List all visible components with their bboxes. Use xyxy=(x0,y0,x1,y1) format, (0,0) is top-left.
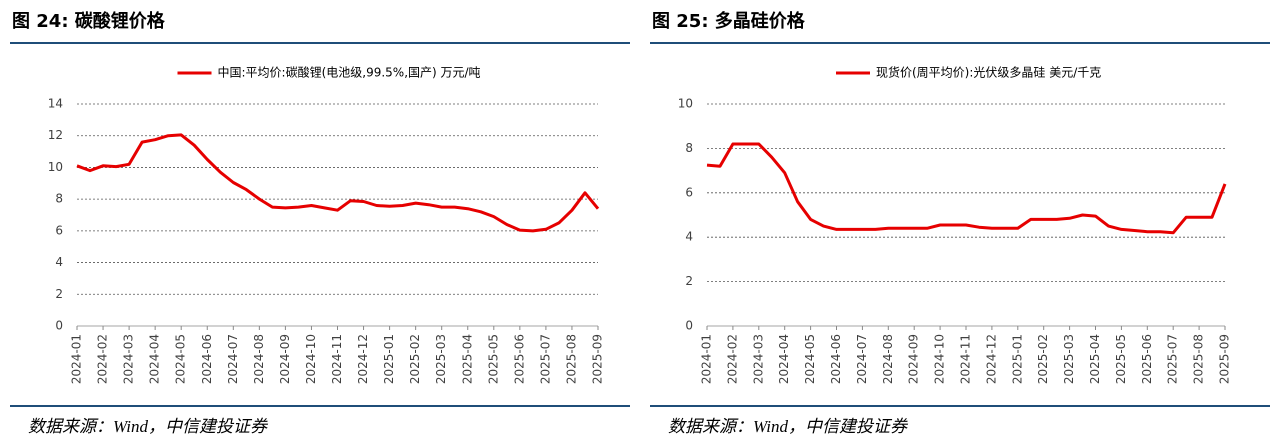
x-tick-label: 2025-03 xyxy=(1062,334,1076,384)
x-tick-label: 2025-09 xyxy=(1218,334,1232,384)
x-tick-label: 2024-06 xyxy=(200,334,214,384)
x-tick-label: 2024-07 xyxy=(855,334,869,384)
y-tick-label: 0 xyxy=(685,319,693,333)
x-tick-label: 2024-10 xyxy=(304,334,318,384)
data-line xyxy=(76,133,600,233)
x-tick-label: 2024-03 xyxy=(122,334,136,384)
x-tick-label: 2024-09 xyxy=(907,334,921,384)
x-tick-label: 2025-08 xyxy=(564,334,578,384)
data-line xyxy=(706,142,1227,235)
x-tick-label: 2025-07 xyxy=(1166,334,1180,384)
legend-label: 现货价(周平均价):光伏级多晶硅 美元/千克 xyxy=(876,65,1101,80)
y-tick-label: 2 xyxy=(685,274,693,288)
x-tick-label: 2024-04 xyxy=(777,334,791,384)
x-tick-label: 2025-03 xyxy=(434,334,448,384)
x-tick-label: 2025-08 xyxy=(1192,334,1206,384)
x-tick-label: 2025-06 xyxy=(1140,334,1154,384)
x-tick-label: 2024-12 xyxy=(984,334,998,384)
x-tick-label: 2024-01 xyxy=(70,334,84,384)
y-tick-label: 0 xyxy=(55,319,63,333)
y-tick-label: 6 xyxy=(55,223,63,237)
y-tick-label: 4 xyxy=(685,230,693,244)
x-tick-label: 2025-04 xyxy=(1088,334,1102,384)
y-tick-label: 8 xyxy=(55,192,63,206)
y-tick-label: 14 xyxy=(48,97,63,111)
x-tick-label: 2024-02 xyxy=(96,334,110,384)
x-tick-label: 2025-02 xyxy=(1036,334,1050,384)
y-tick-label: 10 xyxy=(678,97,693,111)
x-tick-label: 2024-07 xyxy=(226,334,240,384)
x-tick-label: 2024-11 xyxy=(330,334,344,384)
x-tick-label: 2024-04 xyxy=(148,334,162,384)
x-tick-label: 2024-09 xyxy=(278,334,292,384)
x-tick-label: 2024-01 xyxy=(700,334,714,384)
x-tick-label: 2025-02 xyxy=(408,334,422,384)
x-tick-label: 2025-04 xyxy=(460,334,474,384)
legend-label: 中国:平均价:碳酸锂(电池级,99.5%,国产) 万元/吨 xyxy=(218,65,481,80)
x-tick-label: 2024-08 xyxy=(881,334,895,384)
x-tick-label: 2025-01 xyxy=(1010,334,1024,384)
x-tick-label: 2025-01 xyxy=(382,334,396,384)
x-tick-label: 2025-05 xyxy=(486,334,500,384)
x-tick-label: 2024-08 xyxy=(252,334,266,384)
x-tick-label: 2025-06 xyxy=(512,334,526,384)
y-tick-label: 6 xyxy=(685,185,693,199)
x-tick-label: 2025-09 xyxy=(591,334,605,384)
y-tick-label: 4 xyxy=(55,255,63,269)
x-tick-label: 2024-02 xyxy=(725,334,739,384)
y-tick-label: 8 xyxy=(685,141,693,155)
y-tick-label: 12 xyxy=(48,128,63,142)
x-tick-label: 2024-05 xyxy=(174,334,188,384)
figure-source: 数据来源：Wind，中信建投证券 xyxy=(668,417,909,436)
y-tick-label: 2 xyxy=(55,287,63,301)
x-tick-label: 2024-06 xyxy=(829,334,843,384)
figure-source: 数据来源：Wind，中信建投证券 xyxy=(28,417,269,436)
figure-title: 图 24: 碳酸锂价格 xyxy=(12,10,166,32)
x-tick-label: 2024-03 xyxy=(751,334,765,384)
figure-title: 图 25: 多晶硅价格 xyxy=(652,10,806,32)
x-tick-label: 2024-05 xyxy=(803,334,817,384)
x-tick-label: 2024-11 xyxy=(959,334,973,384)
x-tick-label: 2024-12 xyxy=(356,334,370,384)
x-tick-label: 2025-05 xyxy=(1114,334,1128,384)
y-tick-label: 10 xyxy=(48,160,63,174)
x-tick-label: 2024-10 xyxy=(933,334,947,384)
x-tick-label: 2025-07 xyxy=(538,334,552,384)
